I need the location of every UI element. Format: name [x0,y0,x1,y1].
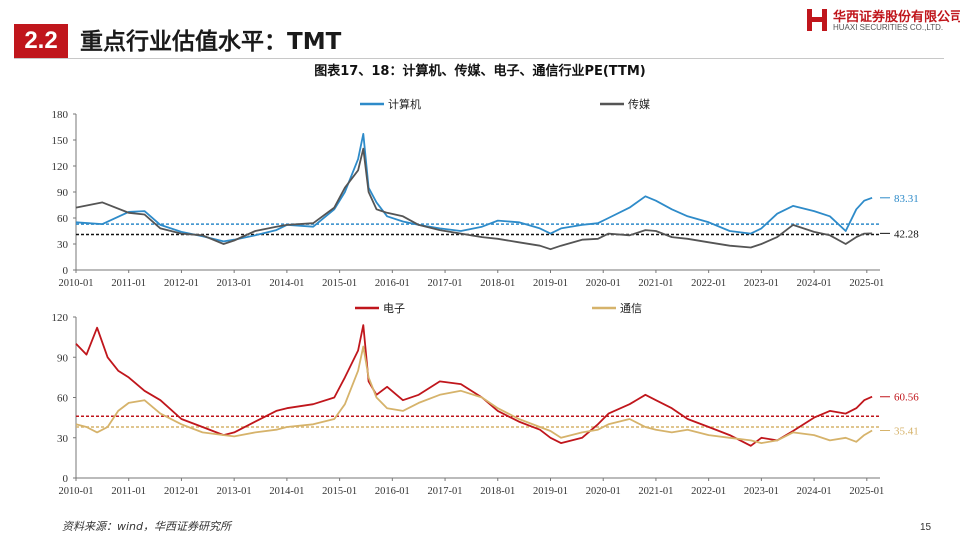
y-tick-label: 60 [57,393,69,405]
x-tick-label: 2025-01 [849,486,884,497]
x-tick-label: 2017-01 [428,278,463,289]
x-tick-label: 2024-01 [797,486,832,497]
x-tick-label: 2010-01 [59,486,94,497]
legend-label: 通信 [620,302,642,315]
x-tick-label: 2023-01 [744,278,779,289]
x-tick-label: 2025-01 [849,278,884,289]
source-note: 资料来源：wind，华西证券研究所 [62,520,232,533]
latest-value-label: 60.56 [894,392,919,404]
x-tick-label: 2011-01 [111,486,146,497]
x-tick-label: 2022-01 [691,278,726,289]
latest-value-label: 42.28 [894,228,919,240]
y-tick-label: 120 [52,312,69,324]
logo-cn-text: 华西证券股份有限公司 [833,10,960,25]
section-number-badge: 2.2 [14,24,68,58]
header-divider [14,58,944,59]
page-title: 重点行业估值水平：TMT [80,29,342,55]
logo-en-text: HUAXI SECURITIES CO.,LTD. [833,23,944,32]
x-tick-label: 2014-01 [269,278,304,289]
x-tick-label: 2020-01 [586,486,621,497]
x-tick-label: 2022-01 [691,486,726,497]
series-line-2 [75,324,873,447]
x-tick-label: 2013-01 [217,278,252,289]
x-tick-label: 2015-01 [322,278,357,289]
y-tick-label: 0 [63,265,69,277]
x-tick-label: 2024-01 [797,278,832,289]
x-tick-label: 2017-01 [428,486,463,497]
x-tick-label: 2015-01 [322,486,357,497]
legend-label: 电子 [383,302,405,315]
y-tick-label: 180 [52,109,69,121]
x-tick-label: 2019-01 [533,486,568,497]
y-tick-label: 30 [57,239,69,251]
latest-value-label: 35.41 [894,425,919,437]
y-tick-label: 120 [52,161,69,173]
x-tick-label: 2021-01 [638,486,673,497]
x-tick-label: 2019-01 [533,278,568,289]
huaxi-logo-icon [807,9,827,31]
x-tick-label: 2018-01 [480,486,515,497]
x-tick-label: 2014-01 [269,486,304,497]
y-tick-label: 90 [57,352,69,364]
x-tick-label: 2016-01 [375,278,410,289]
legend-label: 计算机 [388,97,421,111]
page-number: 15 [920,522,932,533]
y-tick-label: 90 [57,187,69,199]
y-tick-label: 60 [57,213,69,225]
series-line-1 [75,147,873,251]
x-tick-label: 2020-01 [586,278,621,289]
x-tick-label: 2012-01 [164,278,199,289]
series-line-3 [75,345,873,445]
x-tick-label: 2013-01 [217,486,252,497]
latest-value-label: 83.31 [894,193,919,205]
legend-label: 传媒 [628,98,650,111]
x-tick-label: 2011-01 [111,278,146,289]
x-tick-label: 2012-01 [164,486,199,497]
x-tick-label: 2021-01 [638,278,673,289]
y-tick-label: 0 [63,473,69,485]
x-tick-label: 2016-01 [375,486,410,497]
series-line-0 [75,132,873,243]
x-tick-label: 2023-01 [744,486,779,497]
x-tick-label: 2018-01 [480,278,515,289]
figure-title: 图表17、18：计算机、传媒、电子、通信行业PE(TTM) [314,64,646,79]
y-tick-label: 150 [52,135,69,147]
y-tick-label: 30 [57,433,69,445]
x-tick-label: 2010-01 [59,278,94,289]
